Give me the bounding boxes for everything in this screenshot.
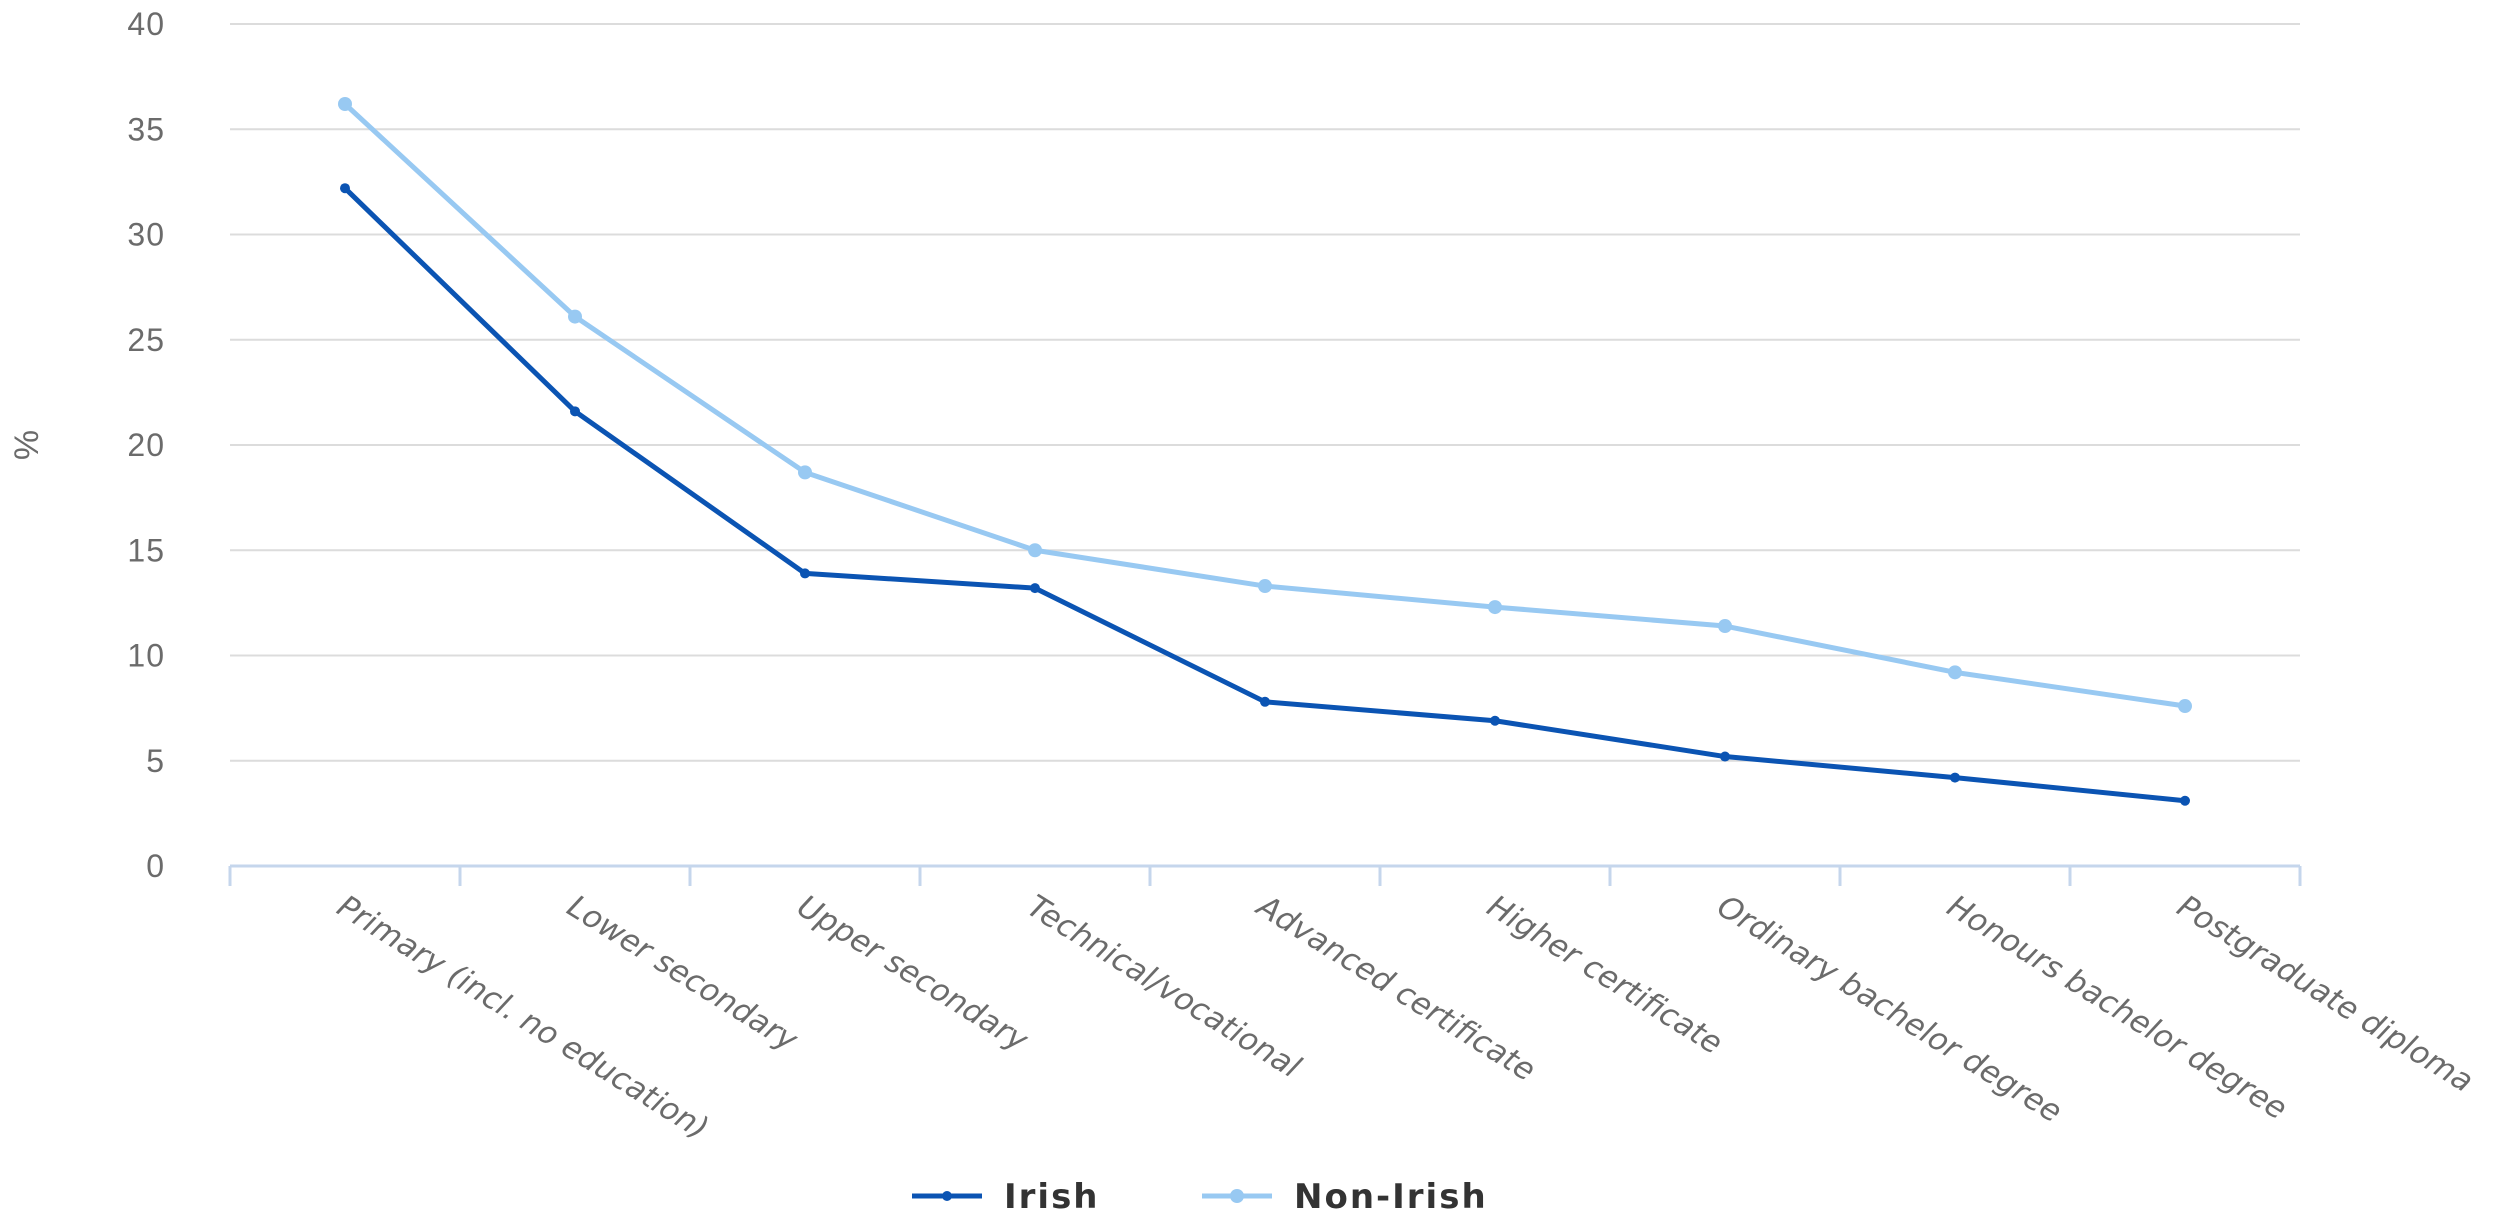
y-tick-label: 0: [146, 848, 165, 884]
y-tick-label: 5: [146, 743, 165, 779]
series-non-irish: [338, 96, 2192, 714]
data-point[interactable]: [340, 183, 350, 194]
data-point[interactable]: [1258, 579, 1272, 594]
data-point[interactable]: [2178, 699, 2192, 714]
x-axis-ticks: Primary (incl. no education)Lower second…: [331, 887, 2480, 1147]
legend-item[interactable]: Non-Irish: [1202, 1177, 1488, 1216]
legend-marker: [942, 1191, 952, 1201]
data-point[interactable]: [570, 406, 580, 417]
series-irish: [340, 183, 2190, 806]
x-tick-label: Higher certificate: [1481, 888, 1729, 1062]
x-tick-label: Upper secondary: [791, 888, 1035, 1059]
data-point[interactable]: [800, 568, 810, 579]
x-axis: [228, 864, 2302, 886]
data-point[interactable]: [1948, 665, 1962, 680]
series-line: [342, 185, 2188, 804]
legend-label: Non-Irish: [1294, 1177, 1488, 1216]
y-tick-label: 35: [127, 111, 165, 147]
y-axis-ticks: 0 5 10 15 20 25 30 35 40: [127, 6, 165, 884]
data-point[interactable]: [1488, 600, 1502, 615]
legend-label: Irish: [1004, 1177, 1100, 1216]
data-point[interactable]: [798, 465, 812, 480]
data-point[interactable]: [2180, 795, 2190, 806]
data-point[interactable]: [1260, 696, 1270, 707]
y-tick-label: 25: [127, 322, 165, 358]
y-tick-label: 20: [127, 427, 165, 463]
x-tick-label: Lower secondary: [561, 888, 804, 1059]
data-point[interactable]: [1718, 619, 1732, 634]
legend-marker: [1230, 1189, 1244, 1203]
data-point[interactable]: [568, 309, 582, 324]
data-point[interactable]: [1028, 543, 1042, 558]
gridlines: [230, 23, 2300, 762]
data-point[interactable]: [1490, 715, 1500, 726]
y-axis-label: %: [8, 430, 46, 460]
data-point[interactable]: [1030, 583, 1040, 594]
x-tick-label: Primary (incl. no education): [331, 888, 715, 1147]
y-tick-label: 15: [127, 532, 165, 568]
data-point[interactable]: [1950, 772, 1960, 783]
series-line: [342, 101, 2188, 709]
y-tick-label: 10: [127, 638, 165, 674]
data-point[interactable]: [338, 96, 352, 111]
y-tick-label: 30: [127, 217, 165, 253]
series-lines: [338, 96, 2192, 806]
data-point[interactable]: [1720, 751, 1730, 762]
y-tick-label: 40: [127, 6, 165, 42]
legend-item[interactable]: Irish: [912, 1177, 1100, 1216]
legend: Irish Non-Irish: [912, 1177, 1488, 1216]
